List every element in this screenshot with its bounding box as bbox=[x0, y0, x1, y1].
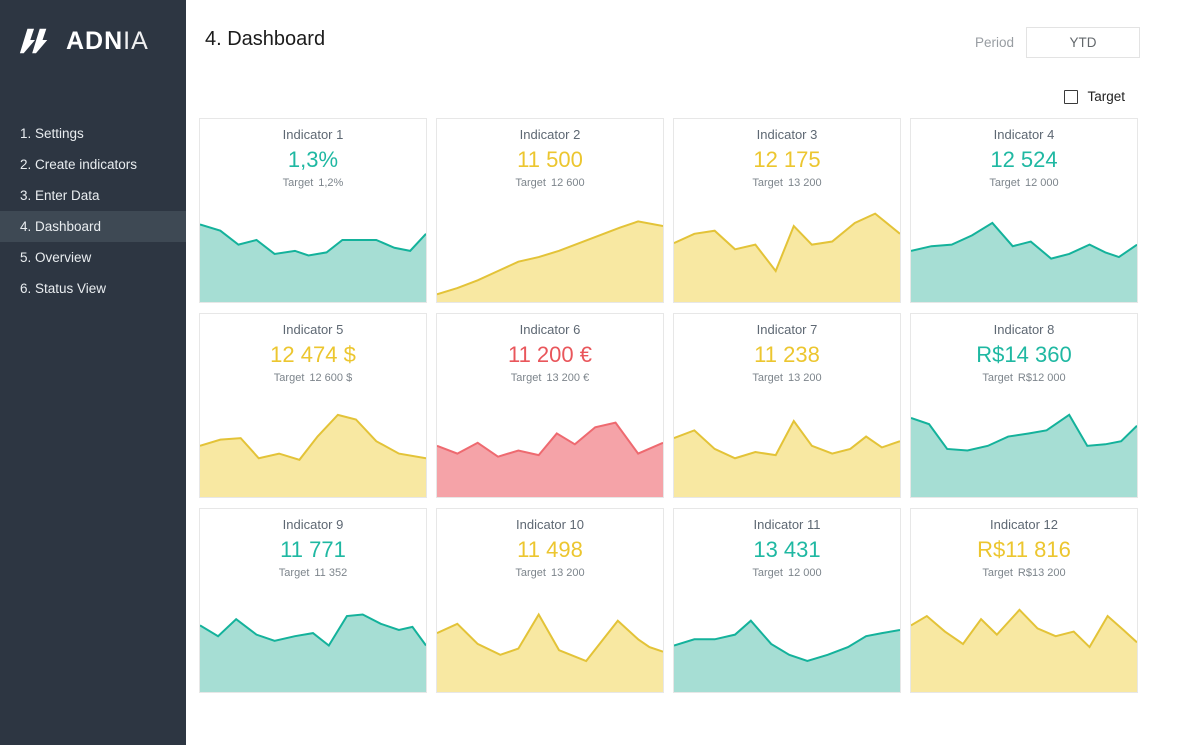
indicator-card: Indicator 5 12 474 $ Target 12 600 $ bbox=[199, 313, 427, 498]
indicator-target: Target 13 200 bbox=[752, 177, 822, 189]
indicator-target: Target 13 200 bbox=[515, 567, 585, 579]
indicator-sparkline-chart bbox=[437, 404, 663, 497]
indicator-target: Target 12 600 bbox=[515, 177, 585, 189]
logo-text: ADNIA bbox=[66, 27, 149, 56]
indicator-title: Indicator 6 bbox=[519, 322, 581, 337]
indicator-sparkline-chart bbox=[200, 599, 426, 692]
indicator-title: Indicator 11 bbox=[753, 517, 821, 532]
indicator-title: Indicator 10 bbox=[516, 517, 584, 532]
period-row: Period YTD bbox=[975, 27, 1140, 58]
indicator-target: Target 11 352 bbox=[278, 567, 348, 579]
sidebar-item-settings[interactable]: 1. Settings bbox=[20, 126, 84, 141]
period-select[interactable]: YTD bbox=[1026, 27, 1140, 58]
sidebar-item-enter-data[interactable]: 3. Enter Data bbox=[20, 188, 100, 203]
indicator-target: Target 1,2% bbox=[282, 177, 344, 189]
page-title: 4. Dashboard bbox=[205, 28, 326, 50]
indicator-card: Indicator 6 11 200 € Target 13 200 € bbox=[436, 313, 664, 498]
indicator-value: 11 238 bbox=[754, 342, 820, 367]
indicator-card: Indicator 1 1,3% Target 1,2% bbox=[199, 118, 427, 303]
indicator-title: Indicator 5 bbox=[282, 322, 344, 337]
indicator-title: Indicator 3 bbox=[756, 127, 818, 142]
indicator-target: Target 13 200 € bbox=[510, 372, 590, 384]
indicator-title: Indicator 8 bbox=[993, 322, 1055, 337]
indicator-sparkline-chart bbox=[911, 209, 1137, 302]
indicator-card: Indicator 4 12 524 Target 12 000 bbox=[910, 118, 1138, 303]
indicator-sparkline-chart bbox=[911, 599, 1137, 692]
indicator-target: Target 12 000 bbox=[752, 567, 822, 579]
indicator-value: 11 498 bbox=[517, 537, 583, 562]
sidebar-item-status-view[interactable]: 6. Status View bbox=[20, 281, 107, 296]
indicator-sparkline-chart bbox=[674, 404, 900, 497]
indicator-card: Indicator 3 12 175 Target 13 200 bbox=[673, 118, 901, 303]
indicator-value: 12 474 $ bbox=[270, 342, 356, 367]
indicator-value: 12 175 bbox=[753, 147, 821, 172]
indicator-value: 13 431 bbox=[753, 537, 821, 562]
indicator-value: R$11 816 bbox=[977, 537, 1071, 562]
indicator-card: Indicator 2 11 500 Target 12 600 bbox=[436, 118, 664, 303]
target-checkbox-label: Target bbox=[1087, 89, 1125, 104]
logo-text-light: IA bbox=[123, 26, 149, 55]
indicator-value: 11 500 bbox=[517, 147, 583, 172]
adnia-logo-icon bbox=[19, 28, 48, 54]
indicator-sparkline-chart bbox=[437, 599, 663, 692]
indicator-card: Indicator 10 11 498 Target 13 200 bbox=[436, 508, 664, 693]
indicator-sparkline-chart bbox=[200, 209, 426, 302]
indicator-target: Target 13 200 bbox=[752, 372, 822, 384]
indicator-title: Indicator 12 bbox=[990, 517, 1058, 532]
indicator-sparkline-chart bbox=[911, 404, 1137, 497]
indicator-grid: Indicator 1 1,3% Target 1,2% Indicator 2 … bbox=[199, 118, 1138, 693]
indicator-title: Indicator 4 bbox=[993, 127, 1055, 142]
indicator-value: R$14 360 bbox=[976, 342, 1072, 367]
sidebar-item-create-indicators[interactable]: 2. Create indicators bbox=[20, 157, 138, 172]
main-content: 4. Dashboard Period YTD Target Indicator… bbox=[186, 0, 1200, 745]
indicator-target: Target 12 000 bbox=[989, 177, 1059, 189]
logo-text-bold: ADN bbox=[66, 26, 124, 55]
sidebar: ADNIA 1. Settings 2. Create indicators 3. … bbox=[0, 0, 186, 745]
indicator-value: 11 200 € bbox=[507, 342, 592, 367]
indicator-target: Target R$12 000 bbox=[982, 372, 1066, 384]
sidebar-nav: 1. Settings 2. Create indicators 3. Enter … bbox=[0, 118, 186, 304]
sidebar-item-dashboard[interactable]: 4. Dashboard bbox=[0, 211, 186, 242]
indicator-value: 1,3% bbox=[287, 147, 339, 172]
indicator-card: Indicator 9 11 771 Target 11 352 bbox=[199, 508, 427, 693]
indicator-card: Indicator 7 11 238 Target 13 200 bbox=[673, 313, 901, 498]
indicator-card: Indicator 8 R$14 360 Target R$12 000 bbox=[910, 313, 1138, 498]
indicator-card: Indicator 12 R$11 816 Target R$13 200 bbox=[910, 508, 1138, 693]
indicator-target: Target R$13 200 bbox=[982, 567, 1066, 579]
indicator-sparkline-chart bbox=[674, 209, 900, 302]
indicator-sparkline-chart bbox=[674, 599, 900, 692]
indicator-title: Indicator 1 bbox=[282, 127, 344, 142]
indicator-card: Indicator 11 13 431 Target 12 000 bbox=[673, 508, 901, 693]
indicator-title: Indicator 2 bbox=[519, 127, 581, 142]
indicator-target: Target 12 600 $ bbox=[273, 372, 353, 384]
indicator-title: Indicator 9 bbox=[282, 517, 344, 532]
indicator-value: 11 771 bbox=[280, 537, 346, 562]
adnia-logo: ADNIA bbox=[0, 0, 186, 58]
period-label: Period bbox=[974, 35, 1014, 50]
indicator-title: Indicator 7 bbox=[756, 322, 818, 337]
indicator-sparkline-chart bbox=[437, 209, 663, 302]
indicator-sparkline-chart bbox=[200, 404, 426, 497]
sidebar-item-overview[interactable]: 5. Overview bbox=[20, 250, 92, 265]
target-row: Target bbox=[1064, 89, 1125, 104]
indicator-value: 12 524 bbox=[990, 147, 1058, 172]
target-checkbox[interactable] bbox=[1064, 89, 1079, 104]
